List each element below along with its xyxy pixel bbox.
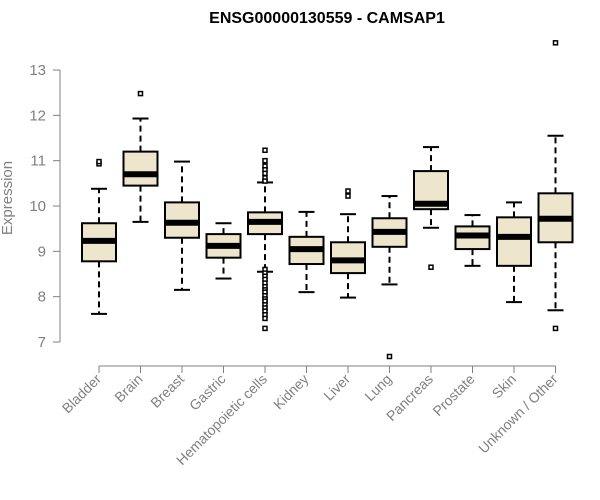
- outlier-point: [552, 40, 559, 46]
- box-kidney: [288, 210, 325, 294]
- outlier-point: [137, 90, 144, 97]
- outlier-point: [262, 170, 268, 177]
- outlier-point: [96, 158, 102, 165]
- boxes: [81, 40, 574, 360]
- box-pancreas: [413, 146, 449, 270]
- y-tick-label: 7: [38, 334, 46, 351]
- outlier-point: [345, 188, 351, 194]
- outlier-point: [262, 147, 268, 154]
- outlier-point: [262, 325, 268, 332]
- x-tick-label: Brain: [111, 371, 145, 405]
- y-tick-label: 11: [30, 153, 46, 170]
- box-bladder: [81, 158, 117, 315]
- y-tick-label: 13: [29, 62, 46, 79]
- y-axis-label: Expression: [0, 161, 16, 235]
- outlier-point: [262, 315, 268, 322]
- box-liver: [330, 188, 366, 299]
- outlier-point: [552, 325, 559, 332]
- x-tick-label: Unknown / Other: [475, 371, 561, 457]
- box-unknown-other: [537, 40, 574, 332]
- chart-title: ENSG00000130559 - CAMSAP1: [209, 10, 445, 27]
- y-tick-label: 8: [38, 289, 46, 306]
- box-gastric: [205, 222, 242, 280]
- outlier-point: [428, 264, 434, 270]
- outlier-point: [386, 353, 393, 360]
- x-tick-label: Bladder: [59, 371, 105, 417]
- y-tick-label: 10: [29, 198, 46, 215]
- box-skin: [496, 201, 532, 304]
- box-brain: [122, 90, 159, 223]
- box-breast: [164, 160, 200, 291]
- x-tick-label: Kidney: [270, 371, 312, 413]
- y-tick-label: 12: [29, 107, 46, 124]
- x-tick-label: Prostate: [429, 371, 477, 419]
- box-iqr: [496, 216, 532, 267]
- axes: 7 8 9 10 11 12 13: [29, 62, 556, 373]
- x-tick-label: Lung: [361, 371, 394, 404]
- y-tick-label: 9: [38, 243, 46, 260]
- outlier-point: [262, 178, 268, 184]
- x-tick-label: Breast: [147, 371, 187, 411]
- outlier-point: [262, 157, 268, 164]
- box-hematopoietic-cells: [247, 147, 283, 332]
- box-iqr: [122, 150, 159, 187]
- outlier-point: [345, 193, 351, 199]
- box-lung: [371, 195, 408, 360]
- box-prostate: [454, 214, 491, 267]
- x-tick-label: Liver: [320, 371, 353, 404]
- x-tick-label: Skin: [489, 371, 520, 402]
